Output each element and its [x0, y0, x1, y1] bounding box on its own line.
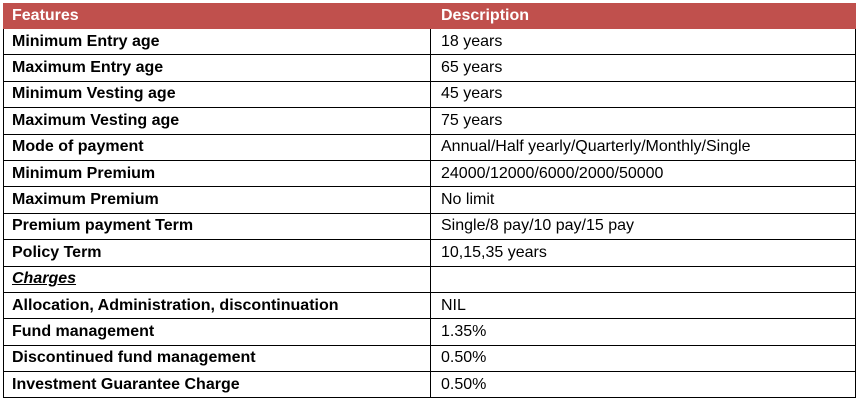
- feature-cell: Fund management: [3, 318, 431, 346]
- table-row: Premium payment Term Single/8 pay/10 pay…: [3, 212, 856, 241]
- table-row: Fund management 1.35%: [3, 318, 856, 346]
- features-table-container: Features Description Minimum Entry age 1…: [3, 3, 856, 399]
- feature-cell: Investment Guarantee Charge: [3, 371, 431, 399]
- features-table: Features Description Minimum Entry age 1…: [3, 3, 856, 399]
- description-cell: 75 years: [430, 107, 856, 135]
- feature-cell: Mode of payment: [3, 133, 431, 161]
- feature-cell: Minimum Premium: [3, 159, 431, 188]
- description-cell: NIL: [430, 291, 856, 320]
- table-row: Minimum Vesting age 45 years: [3, 80, 856, 109]
- table-row: Maximum Entry age 65 years: [3, 54, 856, 82]
- description-cell: 18 years: [430, 27, 856, 56]
- charges-section-row: Charges: [3, 265, 856, 293]
- description-cell: 24000/12000/6000/2000/50000: [430, 159, 856, 188]
- description-cell: 10,15,35 years: [430, 239, 856, 267]
- table-header-row: Features Description: [3, 3, 856, 29]
- feature-cell: Maximum Vesting age: [3, 107, 431, 135]
- feature-cell: Premium payment Term: [3, 212, 431, 241]
- table-row: Maximum Vesting age 75 years: [3, 107, 856, 135]
- table-row: Discontinued fund management 0.50%: [3, 344, 856, 373]
- feature-cell: Maximum Entry age: [3, 54, 431, 82]
- table-row: Investment Guarantee Charge 0.50%: [3, 371, 856, 399]
- description-cell: 1.35%: [430, 318, 856, 346]
- feature-cell: Allocation, Administration, discontinuat…: [3, 291, 431, 320]
- description-cell: 65 years: [430, 54, 856, 82]
- table-row: Policy Term 10,15,35 years: [3, 239, 856, 267]
- description-cell: 45 years: [430, 80, 856, 109]
- description-cell: 0.50%: [430, 344, 856, 373]
- table-row: Minimum Entry age 18 years: [3, 27, 856, 56]
- description-cell: No limit: [430, 186, 856, 214]
- feature-cell: Maximum Premium: [3, 186, 431, 214]
- description-column-header: Description: [430, 3, 856, 29]
- table-row: Allocation, Administration, discontinuat…: [3, 291, 856, 320]
- feature-cell: Policy Term: [3, 239, 431, 267]
- table-row: Maximum Premium No limit: [3, 186, 856, 214]
- features-column-header: Features: [3, 3, 431, 29]
- charges-section-empty-cell: [430, 265, 856, 293]
- feature-cell: Minimum Vesting age: [3, 80, 431, 109]
- feature-cell: Discontinued fund management: [3, 344, 431, 373]
- description-cell: Single/8 pay/10 pay/15 pay: [430, 212, 856, 241]
- description-cell: 0.50%: [430, 371, 856, 399]
- description-cell: Annual/Half yearly/Quarterly/Monthly/Sin…: [430, 133, 856, 161]
- feature-cell: Minimum Entry age: [3, 27, 431, 56]
- table-row: Mode of payment Annual/Half yearly/Quart…: [3, 133, 856, 161]
- charges-section-label: Charges: [3, 265, 431, 293]
- table-row: Minimum Premium 24000/12000/6000/2000/50…: [3, 159, 856, 188]
